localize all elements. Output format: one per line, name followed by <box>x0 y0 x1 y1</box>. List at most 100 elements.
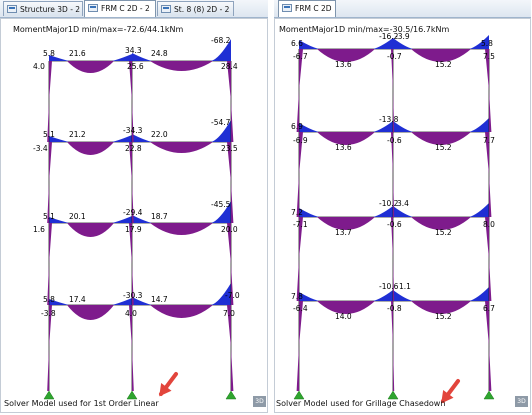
hogging-moment-right <box>112 216 132 223</box>
right-tab-bar: FRM C 2D <box>274 0 531 18</box>
moment-value-label: 7.0 <box>223 309 235 318</box>
column-moment-fill <box>227 61 234 142</box>
column-moment-fill <box>296 49 303 132</box>
left-tab-bar: Structure 3D - 2 FRM C 2D - 2 St. 8 (8) … <box>0 0 268 18</box>
tab-label: St. 8 (8) 2D - 2 <box>174 5 230 14</box>
tab-label: FRM C 2D - 2 <box>101 4 150 13</box>
tab-structure-3d[interactable]: Structure 3D - 2 <box>3 1 83 16</box>
hogging-moment-right <box>469 35 489 49</box>
hogging-moment-right <box>112 54 132 61</box>
hogging-moment-left <box>132 134 152 142</box>
column-moment-fill <box>296 217 303 301</box>
hogging-moment-right <box>373 290 393 301</box>
hogging-moment-left <box>393 121 413 132</box>
column-moment-fill <box>391 132 395 217</box>
support-icon <box>387 390 399 400</box>
column-moment-fill <box>227 305 234 391</box>
moment-value-label: 23.5 <box>221 144 238 153</box>
hogging-moment-left <box>49 55 69 61</box>
moment-value-label: 20.1 <box>69 212 86 221</box>
view-icon <box>282 4 292 12</box>
moment-value-label: 3.4 <box>397 199 409 208</box>
moment-value-label: 1.6 <box>33 225 45 234</box>
red-pointer-arrow-head <box>441 390 454 404</box>
view-icon <box>161 5 171 13</box>
moment-value-label: -3.8 <box>41 309 56 318</box>
moment-value-label: -0.6 <box>387 220 402 229</box>
moment-value-label: 1.1 <box>399 282 411 291</box>
moment-value-label: 15.2 <box>435 312 452 321</box>
hogging-moment-right <box>211 201 231 223</box>
sagging-moment-fill <box>411 49 471 62</box>
moment-value-label: 17.9 <box>125 225 142 234</box>
hogging-moment-left <box>132 297 152 305</box>
moment-value-label: 25.6 <box>127 62 144 71</box>
hogging-moment-right <box>373 206 393 217</box>
right-3d-toggle-button[interactable]: 3D <box>515 396 528 407</box>
sagging-moment-fill <box>411 132 471 145</box>
hogging-moment-left <box>393 206 413 217</box>
moment-value-label: 4.0 <box>33 62 45 71</box>
moment-value-label: 20.0 <box>221 225 238 234</box>
tab-frm-c-2d-2[interactable]: FRM C 2D - 2 <box>84 0 156 17</box>
moment-value-label: 22.0 <box>151 130 168 139</box>
left-moment-diagram: 5.8 21.6 34.3 24.8 -68.2 4.0 25.6 28.4 5.1 21.2 -3… <box>33 36 240 400</box>
moment-value-label: -0.8 <box>387 304 402 313</box>
moment-value-label: 34.3 <box>125 46 142 55</box>
column-moment-fill <box>296 132 303 217</box>
tab-frm-c-2d[interactable]: FRM C 2D <box>278 0 336 17</box>
left-view-window: Structure 3D - 2 FRM C 2D - 2 St. 8 (8) … <box>0 0 268 413</box>
moment-value-label: -0.7 <box>387 52 402 61</box>
sagging-moment-fill <box>67 61 114 73</box>
sagging-moment-fill <box>411 217 471 230</box>
tab-label: FRM C 2D <box>295 4 332 13</box>
moment-value-label: 5.8 <box>43 295 55 304</box>
right-solver-status: Solver Model used for Grillage Chasedown <box>276 399 446 408</box>
left-drawing-canvas[interactable]: 5.8 21.6 34.3 24.8 -68.2 4.0 25.6 28.4 5.1 21.2 -3… <box>0 18 268 413</box>
hogging-moment-right <box>373 38 393 49</box>
column-moment-fill <box>129 305 134 391</box>
hogging-moment-left <box>299 40 319 49</box>
moment-value-label: 13.6 <box>335 143 352 152</box>
tab-st-8[interactable]: St. 8 (8) 2D - 2 <box>157 1 234 16</box>
column-moment-fill <box>391 49 395 132</box>
hogging-moment-left <box>299 292 319 301</box>
moment-value-label: -16.2 <box>379 32 399 41</box>
moment-value-label: -68.2 <box>211 36 231 45</box>
column-moment-fill <box>485 132 492 217</box>
moment-value-label: 8.0 <box>483 220 495 229</box>
moment-value-label: 13.6 <box>335 60 352 69</box>
sagging-moment-fill <box>150 142 213 153</box>
left-solver-status: Solver Model used for 1st Order Linear <box>4 399 159 408</box>
moment-value-label: -10.2 <box>379 199 399 208</box>
moment-value-label: 13.7 <box>335 228 352 237</box>
moment-value-label: 6.7 <box>483 304 495 313</box>
sagging-moment-fill <box>317 49 375 62</box>
moment-value-label: -34.3 <box>123 126 143 135</box>
column-moment-fill <box>47 305 52 391</box>
hogging-moment-right <box>469 203 489 217</box>
hogging-moment-left <box>49 299 69 305</box>
moment-value-label: -7.0 <box>225 291 240 300</box>
moment-value-label: -3.4 <box>33 144 48 153</box>
right-drawing-canvas[interactable]: 6.6 -16.2 -3.9 5.8 -6.7 13.6 -0.7 15.2 7.5 6.9 -13… <box>274 18 531 413</box>
moment-value-label: 15.2 <box>435 228 452 237</box>
column-moment-fill <box>47 142 52 223</box>
moment-value-label: 24.8 <box>151 49 168 58</box>
moment-value-label: 18.7 <box>151 212 168 221</box>
hogging-moment-right <box>211 120 231 142</box>
moment-value-label: 17.4 <box>69 295 86 304</box>
red-pointer-arrow-head <box>159 383 172 397</box>
view-icon <box>7 5 17 13</box>
moment-value-label: -3.9 <box>395 32 410 41</box>
left-3d-toggle-button[interactable]: 3D <box>253 396 266 407</box>
moment-value-label: -30.3 <box>123 291 143 300</box>
moment-value-label: 21.6 <box>69 49 86 58</box>
hogging-moment-left <box>393 290 413 301</box>
moment-value-label: 6.6 <box>291 39 303 48</box>
moment-value-label: 5.8 <box>43 49 55 58</box>
right-moment-diagram: 6.6 -16.2-3.9 5.8 -6.7 13.6 -0.7 15.2 7.5 6.9 -13… <box>291 32 495 404</box>
moment-value-label: 14.7 <box>151 295 168 304</box>
hogging-moment-right <box>211 39 231 61</box>
column-moment-fill <box>47 61 52 142</box>
